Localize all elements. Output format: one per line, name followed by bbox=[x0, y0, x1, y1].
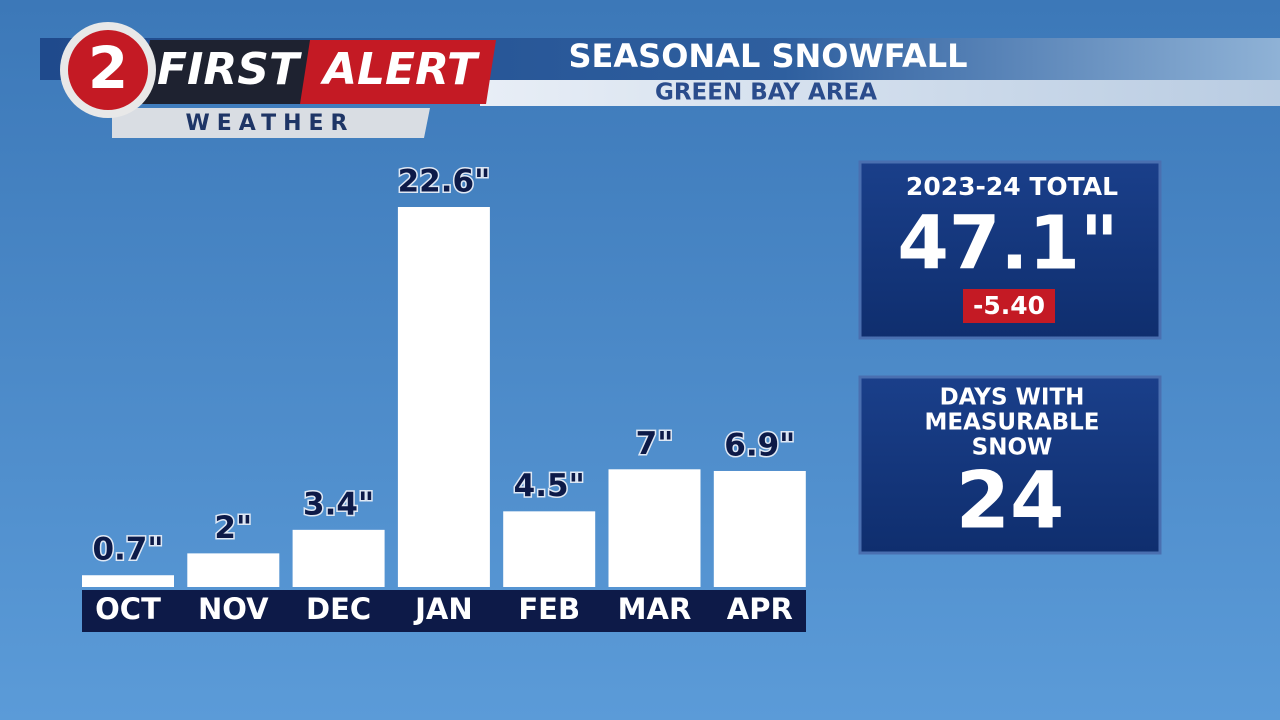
value-label: 3.4" bbox=[303, 486, 374, 522]
category-strip bbox=[82, 590, 806, 632]
x-tick-label: APR bbox=[727, 592, 793, 626]
x-tick-label: JAN bbox=[413, 592, 473, 626]
total-departure: -5.40 bbox=[973, 291, 1045, 320]
subtitle-bar bbox=[480, 80, 1280, 106]
logo-first: FIRST bbox=[157, 44, 302, 95]
bar bbox=[713, 470, 806, 587]
bar bbox=[292, 529, 385, 587]
bar bbox=[608, 469, 701, 587]
days-panel bbox=[858, 375, 1162, 555]
value-label: 0.7" bbox=[92, 532, 163, 568]
logo-weather: WEATHER bbox=[185, 111, 354, 136]
chart-subtitle: GREEN BAY AREA bbox=[655, 80, 877, 106]
value-label: 2" bbox=[214, 510, 252, 546]
days-value: 24 bbox=[956, 456, 1065, 546]
x-tick-label: FEB bbox=[518, 592, 580, 626]
departure-box bbox=[963, 289, 1055, 323]
x-tick-label: OCT bbox=[95, 592, 161, 626]
days-label-line: DAYS WITH bbox=[940, 385, 1085, 411]
total-label: 2023-24 TOTAL bbox=[906, 172, 1118, 201]
total-value: 47.1" bbox=[897, 201, 1118, 287]
first-box bbox=[140, 40, 310, 104]
x-tick-label: MAR bbox=[618, 592, 692, 626]
bar bbox=[503, 511, 596, 587]
chart-title: SEASONAL SNOWFALL bbox=[568, 37, 967, 75]
bar bbox=[82, 575, 174, 587]
value-label: 22.6" bbox=[398, 164, 491, 200]
logo-alert: ALERT bbox=[320, 44, 480, 95]
value-label: 4.5" bbox=[514, 468, 585, 504]
x-tick-label: NOV bbox=[198, 592, 269, 626]
x-tick-label: DEC bbox=[306, 592, 371, 626]
bar bbox=[397, 207, 490, 587]
logo-circle bbox=[68, 30, 148, 110]
value-label: 6.9" bbox=[724, 427, 795, 463]
days-label-line: SNOW bbox=[972, 435, 1053, 461]
weather-strip bbox=[112, 108, 430, 138]
days-label-line: MEASURABLE bbox=[924, 410, 1099, 436]
logo-number: 2 bbox=[88, 34, 128, 102]
bar bbox=[187, 553, 280, 587]
value-label: 7" bbox=[636, 426, 674, 462]
